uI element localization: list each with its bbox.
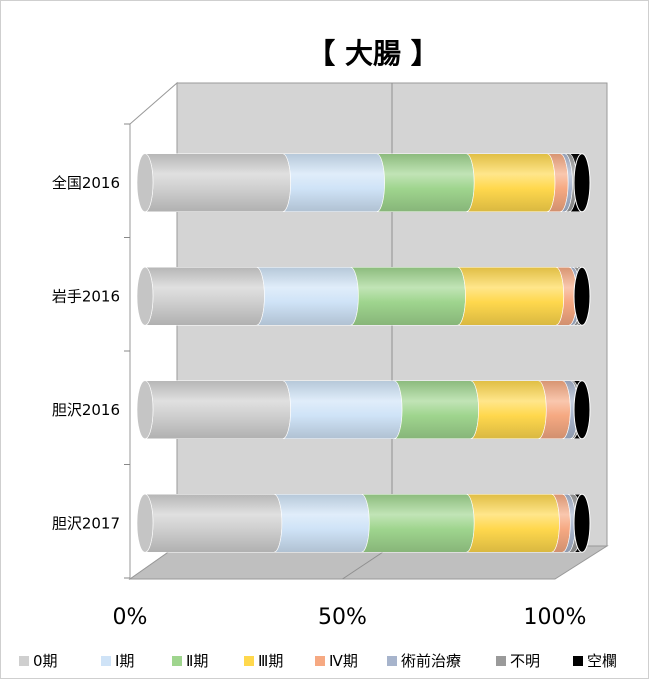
bar-start-cap — [136, 266, 154, 326]
bar-group — [136, 493, 591, 553]
legend-swatch — [101, 656, 111, 666]
bar-segment-Ⅰ期 — [256, 266, 359, 326]
legend-label: Ⅲ期 — [258, 652, 283, 670]
bar-segment-Ⅱ期 — [376, 153, 475, 213]
x-tick-label: 0% — [113, 605, 148, 630]
bar-segment-0期 — [144, 493, 283, 553]
bar-segment-Ⅲ期 — [470, 380, 547, 440]
bar-end-cap — [573, 153, 591, 213]
x-tick-label: 100% — [524, 605, 587, 630]
bars — [136, 153, 591, 553]
legend-swatch — [573, 656, 583, 666]
category-label: 胆沢2017 — [52, 514, 120, 532]
legend-label: 不明 — [510, 652, 540, 670]
bar-end-cap — [573, 380, 591, 440]
legend-swatch — [496, 656, 506, 666]
legend-label: 術前治療 — [401, 652, 461, 670]
bar-start-cap — [136, 153, 154, 213]
bar-segment-Ⅰ期 — [273, 493, 370, 553]
bar-segment-Ⅲ期 — [466, 493, 560, 553]
legend-swatch — [315, 656, 325, 666]
bar-segment-Ⅲ期 — [466, 153, 556, 213]
legend-label: 0期 — [33, 652, 58, 670]
category-label: 胆沢2016 — [52, 401, 120, 419]
bar-segment-0期 — [144, 380, 291, 440]
chart-title: 【 大腸 】 — [307, 37, 439, 70]
legend-label: Ⅱ期 — [186, 652, 208, 670]
bar-segment-Ⅱ期 — [361, 493, 475, 553]
floor — [128, 545, 609, 580]
bar-group — [136, 153, 591, 213]
bar-segment-Ⅰ期 — [282, 380, 403, 440]
category-label: 岩手2016 — [52, 287, 120, 305]
bar-segment-Ⅱ期 — [350, 266, 466, 326]
bar-segment-0期 — [144, 153, 291, 213]
bar-segment-0期 — [144, 266, 265, 326]
labels: 全国2016 岩手2016 胆沢2016 胆沢2017 0% 50% 100% — [52, 174, 587, 630]
legend: 0期 Ⅰ期 Ⅱ期 Ⅲ期 Ⅳ期 術前治療 不明 空欄 — [19, 652, 617, 670]
legend-label: Ⅰ期 — [115, 652, 134, 670]
bar-end-cap — [573, 493, 591, 553]
bar-segment-Ⅰ期 — [282, 153, 385, 213]
legend-label: Ⅳ期 — [329, 652, 358, 670]
legend-label: 空欄 — [587, 652, 617, 670]
legend-swatch — [172, 656, 182, 666]
bar-end-cap — [573, 266, 591, 326]
bar-group — [136, 380, 591, 440]
bar-segment-Ⅱ期 — [394, 380, 479, 440]
bar-start-cap — [136, 380, 154, 440]
category-label: 全国2016 — [52, 174, 120, 192]
legend-swatch — [244, 656, 254, 666]
bar-group — [136, 266, 591, 326]
x-tick-label: 50% — [318, 605, 367, 630]
bar-segment-Ⅲ期 — [457, 266, 565, 326]
axes — [124, 123, 130, 579]
bar-start-cap — [136, 493, 154, 553]
legend-swatch — [19, 656, 29, 666]
legend-swatch — [387, 656, 397, 666]
